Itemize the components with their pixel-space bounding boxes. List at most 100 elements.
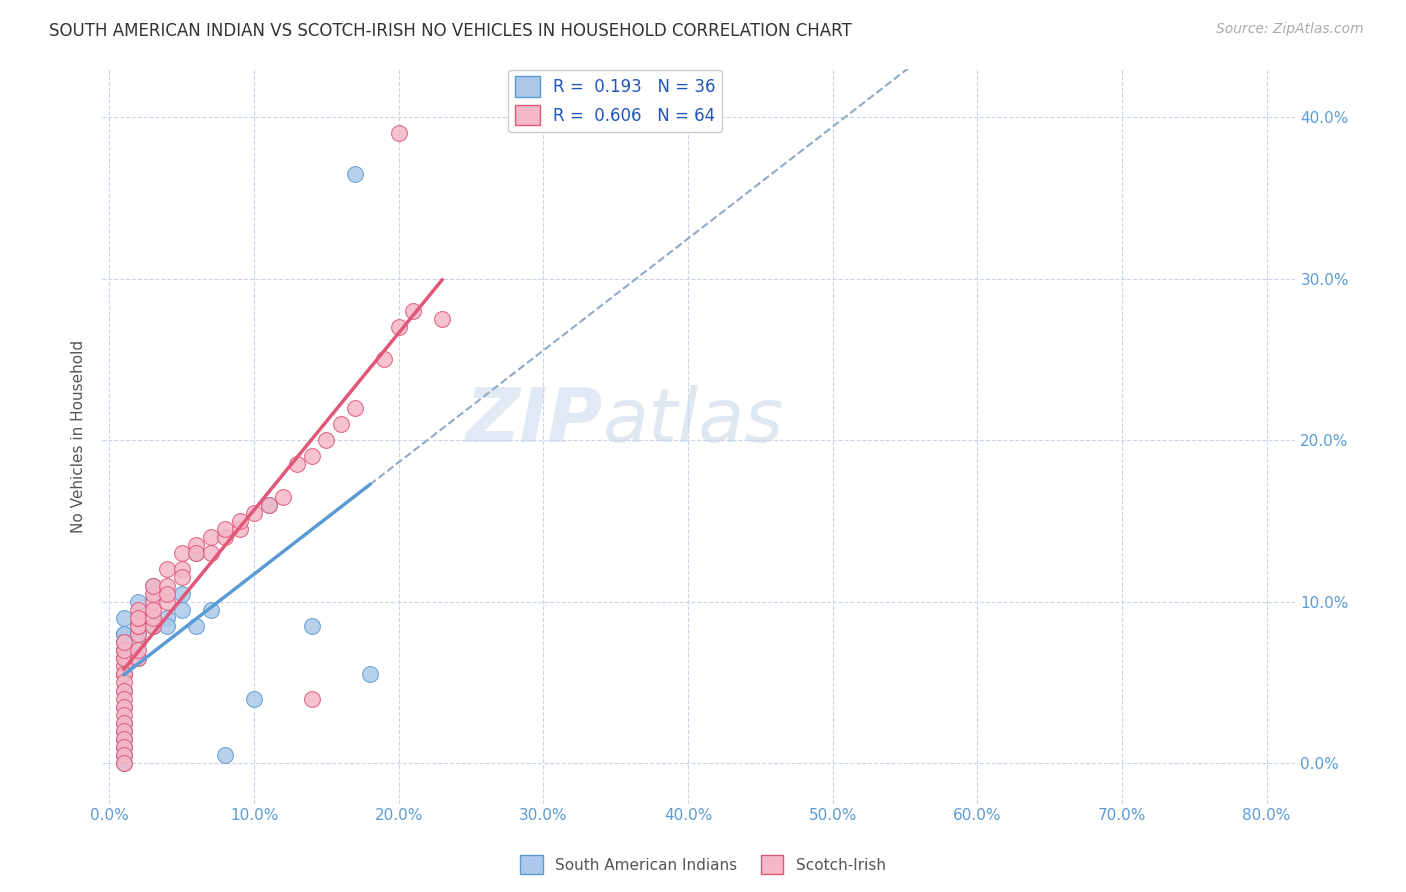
Text: atlas: atlas [603,385,785,458]
Point [359,667,381,681]
Point [142,578,165,592]
Point [112,651,135,665]
Point [301,691,323,706]
Point [112,683,135,698]
Point [112,715,135,730]
Point [257,498,280,512]
Point [127,643,149,657]
Point [156,578,179,592]
Point [112,707,135,722]
Point [112,643,135,657]
Point [170,570,193,584]
Point [214,748,236,763]
Point [142,611,165,625]
Legend: South American Indians, Scotch-Irish: South American Indians, Scotch-Irish [515,849,891,880]
Point [112,683,135,698]
Point [156,562,179,576]
Point [112,723,135,738]
Point [170,586,193,600]
Point [329,417,352,431]
Point [127,627,149,641]
Point [156,595,179,609]
Point [127,619,149,633]
Point [214,530,236,544]
Point [301,450,323,464]
Point [271,490,294,504]
Point [112,627,135,641]
Point [127,595,149,609]
Point [170,546,193,560]
Point [127,627,149,641]
Point [112,723,135,738]
Point [127,635,149,649]
Point [257,498,280,512]
Point [112,667,135,681]
Point [112,699,135,714]
Point [142,603,165,617]
Point [228,522,250,536]
Point [112,740,135,755]
Y-axis label: No Vehicles in Household: No Vehicles in Household [72,340,86,533]
Point [112,731,135,746]
Point [112,643,135,657]
Point [243,506,266,520]
Point [112,691,135,706]
Point [344,401,367,415]
Point [112,740,135,755]
Point [287,458,309,472]
Point [156,586,179,600]
Point [112,667,135,681]
Point [112,627,135,641]
Point [112,611,135,625]
Point [127,651,149,665]
Point [112,651,135,665]
Point [127,611,149,625]
Point [112,675,135,690]
Point [315,433,337,447]
Point [200,603,222,617]
Point [243,691,266,706]
Point [344,167,367,181]
Text: Source: ZipAtlas.com: Source: ZipAtlas.com [1216,22,1364,37]
Point [112,667,135,681]
Point [373,352,395,367]
Point [186,538,208,552]
Point [112,635,135,649]
Point [142,586,165,600]
Point [112,731,135,746]
Point [156,611,179,625]
Point [186,546,208,560]
Point [112,756,135,771]
Point [156,619,179,633]
Point [430,312,453,326]
Point [402,303,425,318]
Point [301,619,323,633]
Point [142,619,165,633]
Point [170,603,193,617]
Point [112,643,135,657]
Point [388,126,411,140]
Point [127,651,149,665]
Point [200,530,222,544]
Point [127,611,149,625]
Legend: R =  0.193   N = 36, R =  0.606   N = 64: R = 0.193 N = 36, R = 0.606 N = 64 [508,70,723,132]
Point [228,514,250,528]
Point [127,603,149,617]
Text: ZIP: ZIP [467,384,603,458]
Point [186,546,208,560]
Point [200,546,222,560]
Point [112,699,135,714]
Point [142,619,165,633]
Point [112,651,135,665]
Point [112,643,135,657]
Point [112,715,135,730]
Point [142,578,165,592]
Point [127,619,149,633]
Point [112,635,135,649]
Point [127,611,149,625]
Point [142,595,165,609]
Point [112,643,135,657]
Point [112,756,135,771]
Point [112,659,135,673]
Text: SOUTH AMERICAN INDIAN VS SCOTCH-IRISH NO VEHICLES IN HOUSEHOLD CORRELATION CHART: SOUTH AMERICAN INDIAN VS SCOTCH-IRISH NO… [49,22,852,40]
